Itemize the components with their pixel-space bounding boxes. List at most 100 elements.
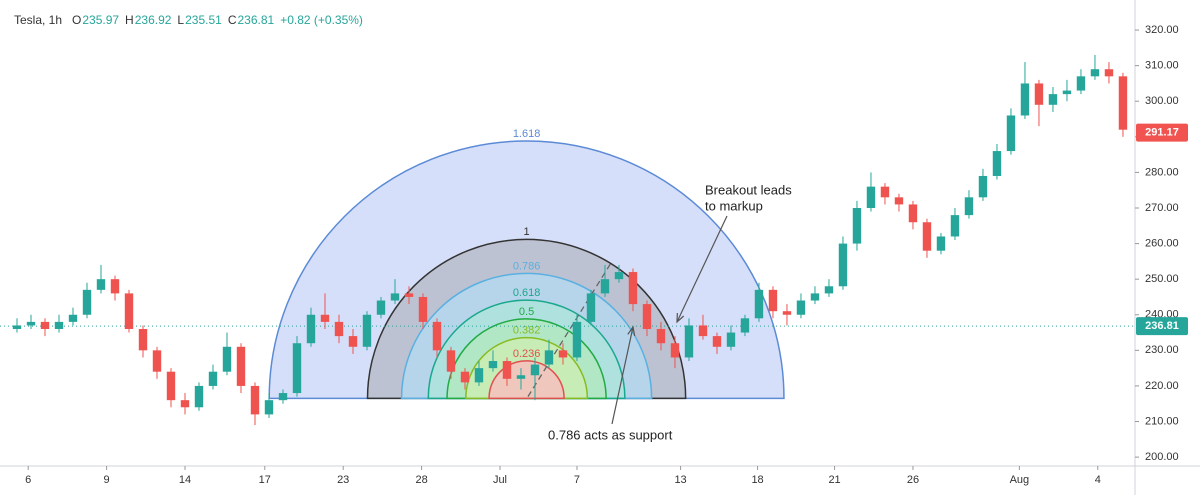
ohlc-value: 236.92 <box>135 13 172 27</box>
candle-body <box>1034 83 1044 105</box>
x-tick-label: 23 <box>337 474 349 486</box>
candle-body <box>1104 69 1114 77</box>
candle-body <box>824 286 834 294</box>
candle-body <box>544 350 554 365</box>
candle-body <box>124 293 134 329</box>
x-tick-label: 14 <box>179 474 191 486</box>
candle-body <box>1076 76 1086 91</box>
candle-body <box>964 197 974 216</box>
x-tick-label: 18 <box>751 474 763 486</box>
ohlc-label: L <box>177 13 184 27</box>
candle-body <box>740 318 750 333</box>
candle-body <box>474 368 484 383</box>
y-tick-label: 200.00 <box>1145 451 1179 463</box>
arrow-head <box>627 325 636 336</box>
ohlc-label: O <box>72 13 81 27</box>
candle-body <box>306 314 316 344</box>
candle-body <box>432 321 442 351</box>
x-tick-label: 7 <box>574 474 580 486</box>
x-tick-label: 4 <box>1095 474 1101 486</box>
x-tick-label: 13 <box>674 474 686 486</box>
candle-body <box>628 272 638 305</box>
candle-body <box>642 304 652 329</box>
candle-body <box>1020 83 1030 116</box>
x-tick-label: 6 <box>25 474 31 486</box>
candle-body <box>180 400 190 408</box>
y-tick-label: 230.00 <box>1145 344 1179 356</box>
candle-body <box>978 175 988 198</box>
candle-body <box>572 321 582 358</box>
candle-body <box>684 325 694 358</box>
fib-level-label: 0.786 <box>513 260 541 272</box>
candle-body <box>110 279 120 294</box>
candle-body <box>670 343 680 358</box>
ohlc-value: 236.81 <box>237 13 274 27</box>
candle-body <box>1048 94 1058 105</box>
candle-body <box>768 289 778 312</box>
candle-body <box>754 289 764 319</box>
price-tag-label: 291.17 <box>1145 127 1179 139</box>
candle-body <box>726 332 736 347</box>
candle-body <box>600 279 610 294</box>
candle-body <box>712 336 722 347</box>
candle-body <box>908 204 918 223</box>
change: +0.82 (+0.35%) <box>280 13 363 27</box>
candle-body <box>222 346 232 372</box>
candle-body <box>208 371 218 386</box>
y-tick-label: 210.00 <box>1145 415 1179 427</box>
price-tag <box>1136 123 1188 142</box>
annotation-arrow <box>676 215 728 323</box>
candle-body <box>1062 90 1072 95</box>
fib-level-label: 1 <box>524 226 530 238</box>
trend-line <box>527 261 613 397</box>
fib-level-label: 0.5 <box>519 306 534 318</box>
candle-body <box>264 400 274 415</box>
fib-level-label: 0.382 <box>513 325 541 337</box>
candle-body <box>362 314 372 347</box>
price-tag <box>1136 317 1188 336</box>
ohlc-label: C <box>228 13 237 27</box>
candle-body <box>320 314 330 322</box>
x-tick-label: Jul <box>493 474 507 486</box>
y-tick-label: 320.00 <box>1145 24 1179 36</box>
candle-body <box>530 364 540 376</box>
candle-body <box>460 371 470 383</box>
y-tick-label: 220.00 <box>1145 380 1179 392</box>
candle-body <box>922 222 932 251</box>
candle-body <box>936 236 946 251</box>
candle-body <box>278 393 288 401</box>
x-tick-label: 28 <box>415 474 427 486</box>
candle-body <box>292 343 302 394</box>
candle-body <box>54 321 64 329</box>
y-tick-label: 270.00 <box>1145 202 1179 214</box>
annotation-text: 0.786 acts as support <box>548 427 673 442</box>
y-tick-label: 310.00 <box>1145 60 1179 72</box>
price-tag-label: 236.81 <box>1145 320 1179 332</box>
candle-body <box>586 293 596 322</box>
candle-body <box>376 300 386 315</box>
y-tick-label: 300.00 <box>1145 95 1179 107</box>
candle-body <box>838 243 848 287</box>
candle-body <box>1006 115 1016 152</box>
candle-body <box>166 371 176 401</box>
ohlc-label: H <box>125 13 134 27</box>
candle-body <box>96 279 106 290</box>
candle-body <box>404 293 414 297</box>
candle-body <box>390 293 400 301</box>
fib-level-label: 0.236 <box>513 348 541 360</box>
x-tick-label: 21 <box>828 474 840 486</box>
candle-body <box>12 325 22 329</box>
x-tick-label: Aug <box>1010 474 1030 486</box>
ohlc-value: 235.51 <box>185 13 222 27</box>
candle-body <box>348 336 358 347</box>
candle-body <box>446 350 456 372</box>
annotation-text: to markup <box>705 198 763 213</box>
fib-level-label: 0.618 <box>513 287 541 299</box>
candle-body <box>1118 76 1128 130</box>
candle-body <box>418 296 428 322</box>
candle-body <box>26 321 36 326</box>
x-tick-label: 17 <box>259 474 271 486</box>
y-tick-label: 260.00 <box>1145 237 1179 249</box>
